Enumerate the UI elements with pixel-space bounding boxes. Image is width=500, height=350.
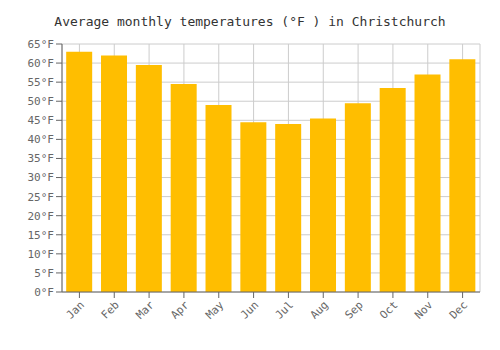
svg-text:50°F: 50°F bbox=[28, 95, 55, 108]
svg-text:May: May bbox=[203, 298, 227, 322]
svg-text:Jan: Jan bbox=[64, 298, 87, 321]
svg-text:60°F: 60°F bbox=[28, 57, 55, 70]
svg-text:Jul: Jul bbox=[273, 298, 296, 321]
svg-text:Feb: Feb bbox=[99, 298, 122, 321]
svg-text:Nov: Nov bbox=[412, 298, 436, 322]
svg-text:25°F: 25°F bbox=[28, 191, 55, 204]
svg-text:65°F: 65°F bbox=[28, 38, 55, 51]
svg-text:20°F: 20°F bbox=[28, 210, 55, 223]
svg-text:0°F: 0°F bbox=[34, 286, 54, 299]
svg-text:30°F: 30°F bbox=[28, 171, 55, 184]
svg-text:Sep: Sep bbox=[342, 298, 365, 321]
svg-text:10°F: 10°F bbox=[28, 248, 55, 261]
svg-text:45°F: 45°F bbox=[28, 114, 55, 127]
svg-text:40°F: 40°F bbox=[28, 133, 55, 146]
svg-text:35°F: 35°F bbox=[28, 152, 55, 165]
svg-text:Mar: Mar bbox=[133, 298, 157, 322]
svg-text:15°F: 15°F bbox=[28, 229, 55, 242]
svg-text:Jun: Jun bbox=[238, 298, 261, 321]
html-text:Average monthly temperatures (: Average monthly temperatures (°F ) in Ch… bbox=[54, 14, 446, 29]
svg-text:55°F: 55°F bbox=[28, 76, 55, 89]
svg-text:Aug: Aug bbox=[308, 298, 331, 321]
svg-text:Oct: Oct bbox=[377, 298, 400, 321]
svg-text:5°F: 5°F bbox=[34, 267, 54, 280]
svg-text:Dec: Dec bbox=[447, 298, 470, 321]
svg-text:Apr: Apr bbox=[168, 298, 192, 322]
